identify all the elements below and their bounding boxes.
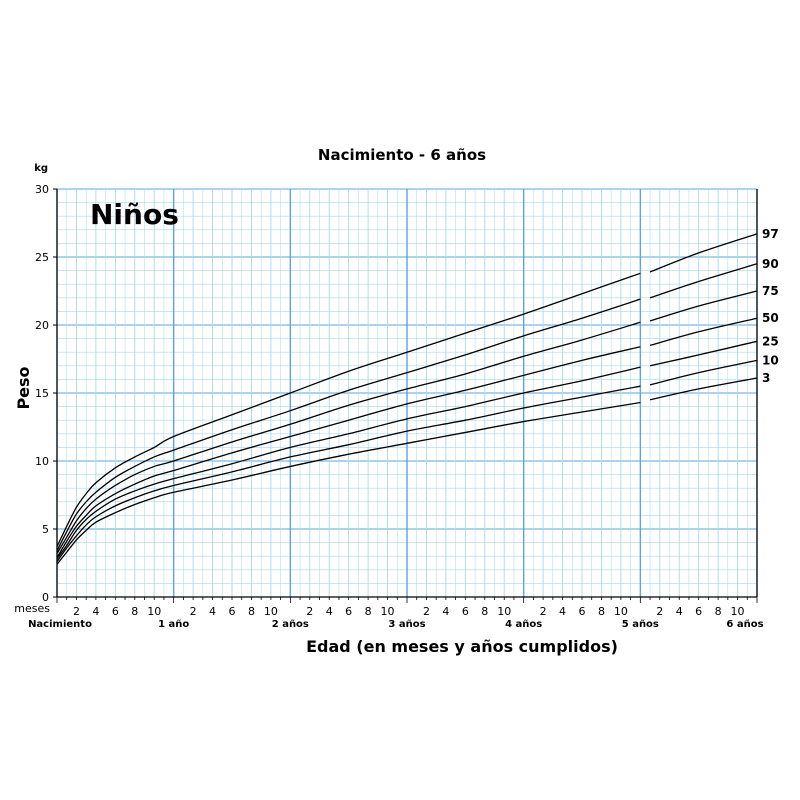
percentile-curve-75-segment [649, 290, 758, 322]
percentile-curve-97-segment [649, 233, 758, 273]
x-tick-label: 8 [715, 605, 722, 618]
percentile-curve-97 [56, 272, 641, 547]
x-tick-label: 10 [497, 605, 511, 618]
y-unit-label: kg [34, 163, 48, 174]
x-tick-label: 2 [190, 605, 197, 618]
x-tick-label: 10 [614, 605, 628, 618]
x-tick-label: 6 [579, 605, 586, 618]
x-tick-label: 8 [131, 605, 138, 618]
x-tick-label: 10 [147, 605, 161, 618]
x-tick-label: 10 [264, 605, 278, 618]
x-tick-label: 6 [112, 605, 119, 618]
x-tick-label: 2 [73, 605, 80, 618]
y-axis-label: Peso [14, 366, 33, 409]
x-year-label: 2 años [272, 619, 309, 630]
x-tick-label: 4 [676, 605, 683, 618]
percentile-label-90: 90 [762, 257, 779, 271]
chart-labels: Nacimiento - 6 años Niños kg Peso meses … [14, 146, 618, 656]
percentile-label-50: 50 [762, 311, 779, 325]
x-tick-label: 6 [462, 605, 469, 618]
x-tick-label: 2 [423, 605, 430, 618]
x-tick-label: 2 [540, 605, 547, 618]
x-year-label: 1 año [158, 619, 189, 630]
percentile-curve-90-segment [649, 263, 758, 299]
x-tick-labels: 2 4 6 8 10 2 4 6 8 10 2 4 6 8 10 2 4 6 8 10 2 4 6 8 10 2 4 6 8 10Naci… [28, 597, 764, 630]
percentile-curve-3 [56, 401, 641, 565]
x-year-label: 6 años [726, 619, 763, 630]
percentile-label-75: 75 [762, 284, 779, 298]
y-tick-labels: 0 5 10 15 20 25 30 [35, 183, 57, 604]
percentile-label-3: 3 [762, 371, 770, 385]
grid [56, 188, 758, 598]
percentile-curves [56, 233, 758, 565]
percentile-curve-90 [56, 298, 641, 552]
percentile-curve-50-segment [649, 317, 758, 347]
percentile-curve-10 [56, 385, 641, 563]
percentile-labels: 97 90 75 50 25 10 3 [762, 227, 779, 385]
y-tick-label: 25 [35, 251, 49, 264]
x-tick-label: 2 [656, 605, 663, 618]
x-year-label: Nacimiento [28, 619, 92, 630]
y-tick-label: 20 [35, 319, 49, 332]
x-tick-label: 2 [306, 605, 313, 618]
chart-label: Niños [90, 198, 179, 231]
percentile-curve-50 [56, 346, 641, 558]
x-tick-label: 4 [326, 605, 333, 618]
percentile-curve-3-segment [649, 377, 758, 401]
x-tick-label: 6 [695, 605, 702, 618]
x-year-label: 3 años [388, 619, 425, 630]
x-tick-label: 10 [731, 605, 745, 618]
percentile-curve-10-segment [649, 359, 758, 386]
x-tick-label: 8 [598, 605, 605, 618]
x-axis-label: Edad (en meses y años cumplidos) [306, 637, 618, 656]
x-year-label: 5 años [622, 619, 659, 630]
percentile-label-10: 10 [762, 353, 779, 367]
x-year-label: 4 años [505, 619, 542, 630]
percentile-curve-25-segment [649, 340, 758, 367]
y-tick-label: 5 [42, 523, 49, 536]
x-unit-label: meses [14, 602, 50, 615]
x-tick-label: 4 [559, 605, 566, 618]
x-tick-label: 4 [209, 605, 216, 618]
percentile-curve-75 [56, 321, 641, 554]
x-tick-label: 8 [481, 605, 488, 618]
y-tick-label: 30 [35, 183, 49, 196]
percentile-label-25: 25 [762, 334, 779, 348]
y-tick-label: 15 [35, 387, 49, 400]
x-tick-label: 4 [442, 605, 449, 618]
x-tick-label: 8 [365, 605, 372, 618]
x-tick-label: 8 [248, 605, 255, 618]
chart-title: Nacimiento - 6 años [318, 146, 486, 164]
x-tick-label: 6 [229, 605, 236, 618]
x-tick-label: 10 [381, 605, 395, 618]
percentile-curve-25 [56, 366, 641, 560]
x-tick-label: 4 [92, 605, 99, 618]
x-tick-label: 6 [345, 605, 352, 618]
y-tick-label: 0 [42, 591, 49, 604]
percentile-label-97: 97 [762, 227, 779, 241]
y-tick-label: 10 [35, 455, 49, 468]
